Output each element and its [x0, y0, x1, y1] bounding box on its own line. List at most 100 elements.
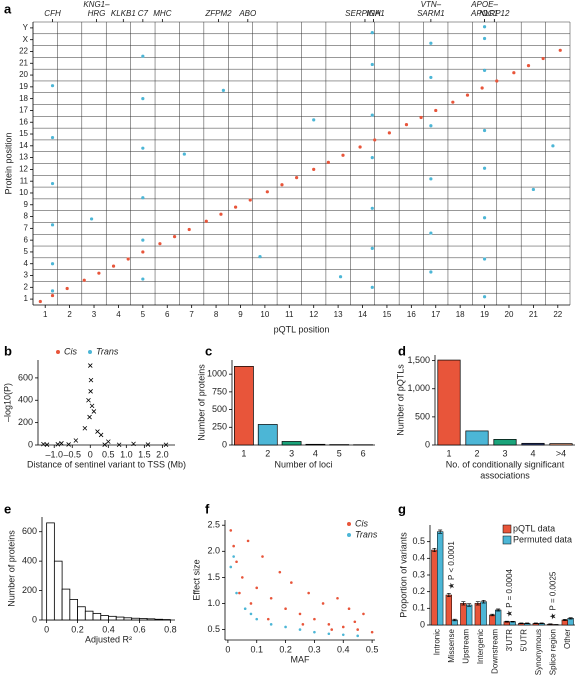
point [141, 196, 145, 200]
x-tick-label: 18 [456, 310, 465, 319]
histogram-bar [92, 612, 102, 621]
y-tick-label: 2.0 [207, 546, 220, 556]
point [50, 223, 55, 227]
y-tick-label: 500 [212, 404, 227, 414]
point [341, 625, 345, 629]
point [235, 560, 238, 564]
gene-label: KNG1– [83, 0, 110, 9]
x-tick-label: 0.5 [366, 644, 379, 654]
point [429, 41, 433, 45]
point [373, 138, 377, 142]
point [141, 97, 145, 101]
point [327, 632, 331, 636]
point [141, 277, 145, 281]
point [102, 442, 107, 447]
x-tick-label: 4 [530, 448, 535, 458]
x-tick-label: 0 [88, 449, 93, 459]
point [330, 628, 334, 631]
x-tick-label: 0 [225, 644, 230, 654]
point [356, 628, 359, 631]
point [370, 630, 374, 634]
bar [493, 439, 517, 446]
point [187, 227, 191, 232]
point [238, 591, 241, 595]
x-tick-label: 3′UTR [505, 629, 514, 652]
point [284, 625, 287, 629]
x-tick-label: 0.2 [71, 624, 84, 634]
histogram-bar [115, 616, 125, 621]
y-tick-label: 500 [415, 411, 430, 421]
point [91, 409, 97, 414]
y-tick-label: 12 [19, 165, 28, 174]
y-tick-label: 1 [24, 294, 29, 303]
point [321, 602, 325, 605]
panel-letter: g [398, 501, 406, 516]
error-bar [525, 622, 530, 625]
point [182, 152, 186, 156]
point [82, 278, 86, 282]
histogram-bar [69, 599, 78, 621]
point [141, 250, 145, 254]
bar [437, 531, 444, 626]
error-bar [548, 623, 553, 625]
annotation: ★ P < 0.0001 [447, 541, 456, 590]
x-tick-label: 19 [480, 310, 489, 319]
gene-label: VTN– [421, 0, 442, 9]
histogram-bar [84, 610, 94, 621]
y-tick-label: 5 [24, 247, 29, 256]
point [295, 176, 299, 180]
point [89, 217, 94, 221]
point [50, 293, 55, 298]
y-tick-label: 0 [425, 439, 430, 449]
y-tick-label: 600 [18, 372, 33, 382]
point [50, 84, 55, 88]
point [145, 442, 151, 447]
point [65, 286, 69, 291]
point [98, 432, 104, 438]
point [229, 565, 233, 569]
legend-label: Cis [64, 346, 77, 356]
x-tick-label: 0.8 [164, 624, 177, 634]
bar [474, 603, 482, 626]
histogram-bar [123, 617, 133, 621]
y-tick-label: 21 [19, 58, 28, 67]
error-bar [510, 620, 515, 623]
point [261, 555, 264, 558]
x-tick-label: Splice region [548, 629, 557, 675]
panel-letter: e [4, 501, 11, 516]
y-tick-label: 4 [24, 259, 29, 268]
x-tick-label: 11 [285, 310, 294, 319]
bar [445, 594, 453, 626]
point [429, 177, 433, 181]
point [338, 275, 343, 279]
y-tick-label: 7 [24, 223, 29, 232]
point [235, 591, 238, 595]
x-tick-label: 13 [334, 310, 343, 319]
error-bar [467, 603, 472, 607]
x-tick-label: 21 [529, 310, 538, 319]
y-tick-label: 18 [19, 94, 28, 103]
error-bar [562, 618, 567, 622]
point [313, 617, 316, 621]
x-axis-label: Adjusted R² [85, 634, 132, 644]
point [370, 62, 374, 67]
y-axis-label: Number of proteins [6, 530, 16, 607]
x-tick-label: 17 [431, 310, 440, 319]
x-tick-label: 0.4 [337, 644, 350, 654]
point [88, 377, 94, 383]
error-bar [490, 613, 495, 617]
x-tick-label: 15 [382, 310, 391, 319]
x-tick-label: Intronic [432, 629, 441, 655]
annotation: ★ P = 0.0025 [548, 571, 557, 620]
gene-label: CFH [44, 9, 61, 18]
bar [460, 603, 467, 626]
y-tick-label: 1000 [207, 369, 227, 379]
y-tick-label: 0 [28, 439, 33, 449]
y-tick-label: 14 [19, 141, 28, 150]
point [370, 206, 374, 210]
point [327, 623, 331, 626]
bar [234, 366, 254, 446]
point [347, 607, 351, 610]
x-tick-label: 0.3 [308, 644, 321, 654]
